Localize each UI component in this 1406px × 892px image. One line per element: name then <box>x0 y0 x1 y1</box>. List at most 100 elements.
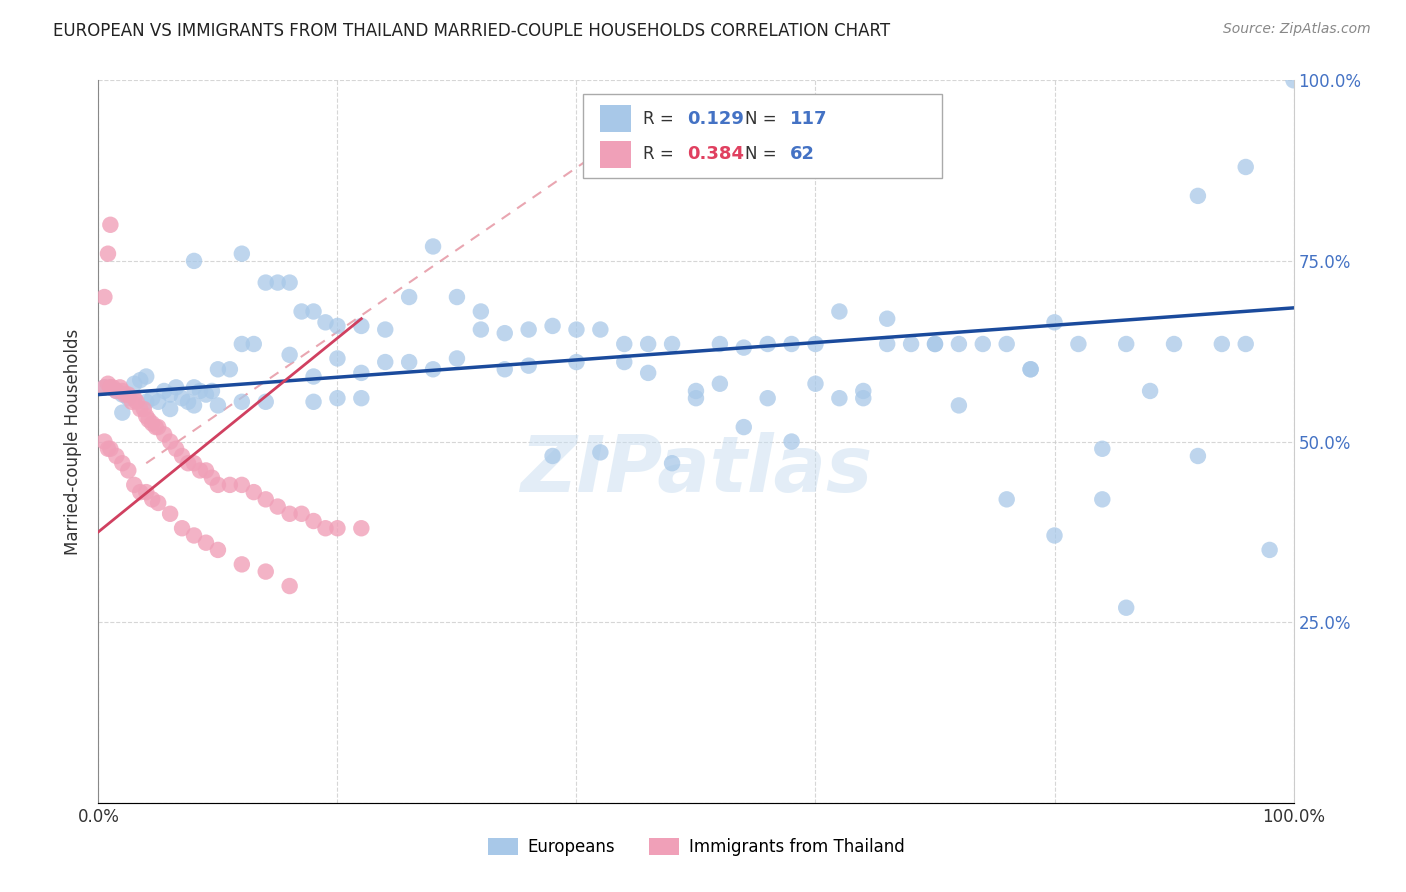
Text: 62: 62 <box>790 145 815 163</box>
Point <box>153 427 176 442</box>
Point <box>188 384 211 398</box>
Point <box>135 485 157 500</box>
Point <box>828 391 851 405</box>
Point <box>201 384 224 398</box>
Point <box>446 290 468 304</box>
Point <box>398 290 420 304</box>
Point <box>302 514 325 528</box>
Point <box>243 337 266 351</box>
Point <box>1043 315 1066 329</box>
Point <box>1234 337 1257 351</box>
Text: R =: R = <box>643 110 679 128</box>
Y-axis label: Married-couple Households: Married-couple Households <box>65 328 83 555</box>
Point <box>141 417 163 431</box>
Point <box>1163 337 1185 351</box>
Point <box>111 384 134 398</box>
Point <box>105 449 128 463</box>
Point <box>159 402 181 417</box>
Point <box>201 470 224 484</box>
Point <box>111 387 134 401</box>
Point <box>135 369 157 384</box>
Point <box>517 322 540 336</box>
Point <box>105 384 128 398</box>
Point <box>138 413 160 427</box>
Point <box>195 535 218 549</box>
Point <box>291 507 314 521</box>
Point <box>326 391 349 405</box>
Point <box>141 391 163 405</box>
Point <box>254 394 277 409</box>
Point <box>291 304 314 318</box>
Point <box>93 380 115 394</box>
Point <box>780 337 803 351</box>
Point <box>231 394 253 409</box>
Point <box>470 304 492 318</box>
Point <box>374 322 396 336</box>
Point <box>756 337 779 351</box>
Point <box>117 391 139 405</box>
Point <box>350 391 373 405</box>
Point <box>494 326 516 340</box>
Point <box>231 478 253 492</box>
Point <box>852 391 875 405</box>
Legend: Europeans, Immigrants from Thailand: Europeans, Immigrants from Thailand <box>481 831 911 863</box>
Point <box>148 394 170 409</box>
Point <box>350 366 373 380</box>
Point <box>183 398 205 412</box>
Point <box>172 521 194 535</box>
Point <box>148 420 170 434</box>
Point <box>101 380 124 394</box>
Point <box>111 406 134 420</box>
Point <box>117 463 139 477</box>
Point <box>97 246 120 260</box>
Point <box>231 337 253 351</box>
Point <box>804 376 827 391</box>
Point <box>804 337 827 351</box>
Point <box>733 341 755 355</box>
Point <box>565 355 588 369</box>
Point <box>374 355 396 369</box>
Point <box>422 239 444 253</box>
Point <box>948 337 970 351</box>
Text: Source: ZipAtlas.com: Source: ZipAtlas.com <box>1223 22 1371 37</box>
Point <box>326 521 349 535</box>
Point <box>756 391 779 405</box>
Point <box>129 373 152 387</box>
Point <box>661 337 683 351</box>
Point <box>111 456 134 470</box>
Point <box>517 359 540 373</box>
Text: ZIPatlas: ZIPatlas <box>520 433 872 508</box>
Point <box>589 445 612 459</box>
Text: N =: N = <box>745 110 782 128</box>
Point <box>183 528 205 542</box>
Point <box>153 384 176 398</box>
Point <box>98 380 122 394</box>
Point <box>125 394 148 409</box>
Point <box>159 434 181 449</box>
Text: R =: R = <box>643 145 679 163</box>
Point <box>315 315 337 329</box>
Text: EUROPEAN VS IMMIGRANTS FROM THAILAND MARRIED-COUPLE HOUSEHOLDS CORRELATION CHART: EUROPEAN VS IMMIGRANTS FROM THAILAND MAR… <box>53 22 890 40</box>
Point <box>129 485 152 500</box>
Point <box>141 492 163 507</box>
Point <box>254 565 277 579</box>
Point <box>278 579 301 593</box>
Point <box>195 463 218 477</box>
Point <box>188 463 211 477</box>
Point <box>231 558 253 572</box>
Point <box>145 420 167 434</box>
Point <box>422 362 444 376</box>
Point <box>108 380 131 394</box>
Point <box>302 369 325 384</box>
Point <box>780 434 803 449</box>
Text: 0.129: 0.129 <box>688 110 744 128</box>
Point <box>470 322 492 336</box>
Point <box>207 478 229 492</box>
Point <box>1091 442 1114 456</box>
Point <box>177 456 200 470</box>
Point <box>159 387 181 401</box>
Point <box>350 521 373 535</box>
Point <box>97 442 120 456</box>
Point <box>565 322 588 336</box>
Point <box>924 337 946 351</box>
